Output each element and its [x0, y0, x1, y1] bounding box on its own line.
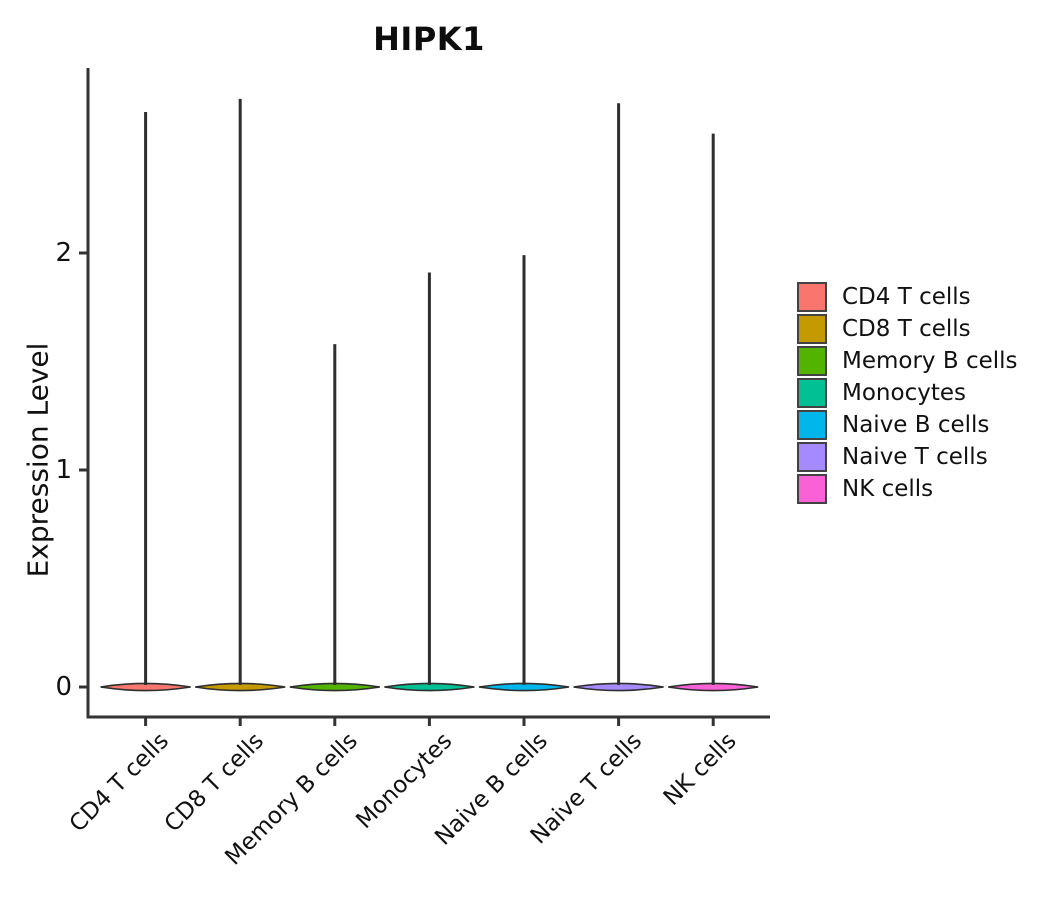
legend-swatch: [797, 442, 827, 472]
legend-swatch: [797, 410, 827, 440]
legend-item: Naive T cells: [797, 442, 1018, 472]
legend-item: Naive B cells: [797, 410, 1018, 440]
legend-label: NK cells: [842, 476, 934, 502]
legend-swatch: [797, 314, 827, 344]
legend: CD4 T cells CD8 T cells Memory B cells Mono…: [797, 282, 1018, 506]
legend-swatch: [797, 282, 827, 312]
legend-label: Naive B cells: [842, 412, 990, 438]
legend-item: Monocytes: [797, 378, 1018, 408]
violin-base: [478, 682, 570, 692]
violin-cd4-t-cells: [100, 111, 191, 692]
legend-item: CD4 T cells: [797, 282, 1018, 312]
chart-title: HIPK1: [373, 20, 485, 58]
violin-base: [668, 682, 759, 692]
legend-label: Monocytes: [842, 380, 966, 406]
legend-label: CD8 T cells: [842, 316, 971, 342]
legend-item: NK cells: [797, 474, 1018, 504]
violin-naive-t-cells: [573, 103, 664, 692]
legend-swatch: [797, 346, 827, 376]
y-tick-label: 0: [55, 672, 72, 702]
violin-memory-b-cells: [289, 344, 380, 692]
violin-base: [289, 682, 380, 692]
y-tick-label: 1: [55, 455, 72, 485]
legend-swatch: [797, 474, 827, 504]
legend-swatch: [797, 378, 827, 408]
violin-base: [195, 682, 286, 692]
violin-cd8-t-cells: [195, 98, 286, 692]
violin-base: [384, 682, 475, 692]
violin-nk-cells: [668, 133, 759, 692]
legend-item: Memory B cells: [797, 346, 1018, 376]
legend-label: Memory B cells: [842, 348, 1018, 374]
legend-label: CD4 T cells: [842, 284, 971, 310]
violin-base: [573, 682, 664, 692]
violin-monocytes: [384, 272, 475, 692]
y-tick-label: 2: [55, 238, 72, 268]
legend-label: Naive T cells: [842, 444, 988, 470]
legend-item: CD8 T cells: [797, 314, 1018, 344]
violin-base: [100, 682, 191, 692]
violin-naive-b-cells: [478, 255, 570, 692]
